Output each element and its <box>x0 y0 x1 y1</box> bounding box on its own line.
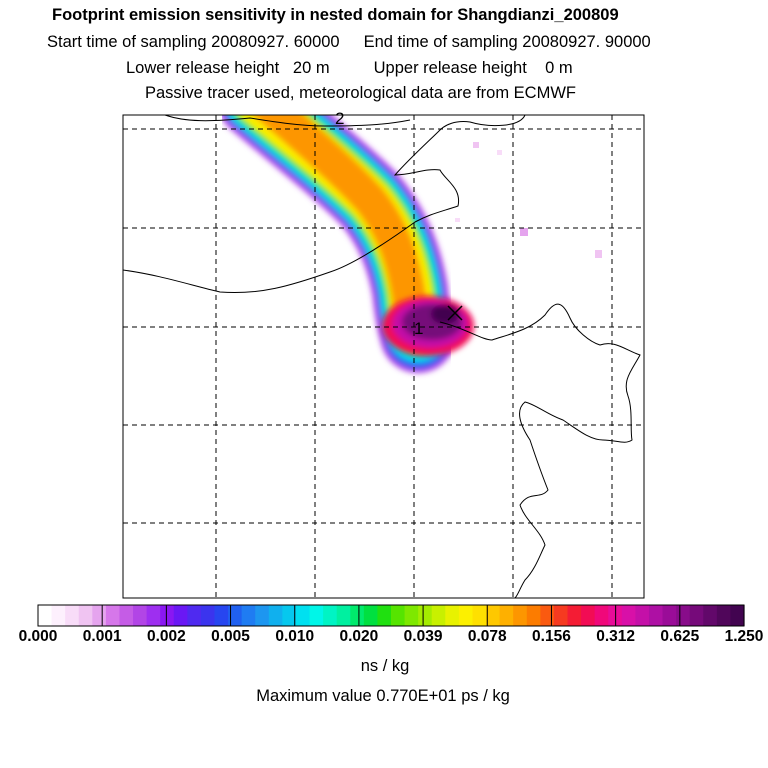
colorbar-swatch <box>404 605 419 626</box>
gridlines <box>123 115 644 598</box>
colorbar-swatch <box>689 605 704 626</box>
colorbar-swatch <box>323 605 338 626</box>
coastlines <box>123 115 641 598</box>
colorbar-swatch <box>78 605 93 626</box>
colorbar-swatch <box>716 605 732 626</box>
colorbar-swatch <box>295 605 311 626</box>
maximum-value: Maximum value 0.770E+01 ps / kg <box>256 687 510 705</box>
colorbar-swatch <box>458 605 474 626</box>
colorbar-tick-label: 0.156 <box>532 628 571 645</box>
colorbar-swatch <box>676 605 691 626</box>
colorbar-swatch <box>51 605 66 626</box>
hotspot <box>382 296 474 356</box>
colorbar-tick-label: 0.020 <box>339 628 379 645</box>
colorbar-swatch <box>499 605 514 626</box>
start-time: Start time of sampling 20080927. 60000 <box>47 33 340 51</box>
colorbar <box>38 605 745 626</box>
station-marker <box>447 305 463 321</box>
colorbar-swatch <box>200 605 216 626</box>
colorbar-swatch <box>133 605 148 626</box>
sampling-time-line: Start time of sampling 20080927. 60000 En… <box>47 33 651 52</box>
specks <box>455 142 602 258</box>
colorbar-swatch <box>418 605 433 626</box>
colorbar-swatch <box>363 605 379 626</box>
colorbar-swatch <box>92 605 107 626</box>
colorbar-tick-label: 0.039 <box>403 628 443 645</box>
colorbar-swatch <box>526 605 541 626</box>
colorbar-swatch <box>173 605 188 626</box>
colorbar-swatch <box>255 605 270 626</box>
colorbar-swatch <box>431 605 446 626</box>
colorbar-swatch <box>391 605 406 626</box>
colorbar-swatch <box>377 605 392 626</box>
colorbar-swatch <box>146 605 161 626</box>
colorbar-tick-label: 0.312 <box>596 628 636 645</box>
colorbar-unit: ns / kg <box>360 657 410 675</box>
colorbar-swatch <box>594 605 609 626</box>
colorbar-swatch <box>445 605 460 626</box>
colorbar-tick-label: 0.000 <box>18 628 58 645</box>
colorbar-tick-label: 0.625 <box>660 628 700 645</box>
colorbar-swatch <box>187 605 202 626</box>
colorbar-swatch <box>703 605 718 626</box>
colorbar-swatch <box>540 605 555 626</box>
colorbar-swatch <box>648 605 664 626</box>
colorbar-swatch <box>567 605 582 626</box>
colorbar-swatch <box>241 605 256 626</box>
colorbar-dividers <box>101 605 681 626</box>
release-height-line: Lower release height 20 m Upper release h… <box>126 59 573 78</box>
map-label-1: 1 <box>414 319 423 338</box>
lower-release-height: Lower release height 20 m <box>126 59 330 77</box>
colorbar-swatch <box>486 605 501 626</box>
colorbar-swatch <box>730 605 745 626</box>
colorbar-swatch <box>38 605 53 626</box>
plume-layer <box>220 115 602 373</box>
colorbar-swatch <box>553 605 569 626</box>
colorbar-swatch <box>350 605 365 626</box>
map-frame <box>122 114 645 599</box>
colorbar-swatch <box>105 605 121 626</box>
colorbar-tick-label: 0.002 <box>146 628 186 645</box>
colorbar-swatch <box>662 605 677 626</box>
colorbar-swatch <box>309 605 324 626</box>
colorbar-tick-label: 0.078 <box>467 628 507 645</box>
colorbar-swatch <box>513 605 528 626</box>
colorbar-swatch <box>119 605 134 626</box>
chart-title: Footprint emission sensitivity in nested… <box>52 6 619 24</box>
colorbar-swatch <box>228 605 243 626</box>
colorbar-swatch <box>581 605 596 626</box>
colorbar-frame <box>37 604 745 627</box>
colorbar-swatch <box>282 605 297 626</box>
colorbar-swatch <box>621 605 636 626</box>
colorbar-tick-label: 1.250 <box>724 628 764 645</box>
colorbar-swatch <box>336 605 351 626</box>
colorbar-swatch <box>65 605 80 626</box>
upper-release-height: Upper release height 0 m <box>373 59 573 77</box>
colorbar-swatch <box>268 605 283 626</box>
map-label-2: 2 <box>335 109 344 128</box>
colorbar-swatch <box>635 605 650 626</box>
colorbar-swatch <box>214 605 229 626</box>
colorbar-tick-label: 0.001 <box>82 628 122 645</box>
end-time: End time of sampling 20080927. 90000 <box>363 33 651 51</box>
colorbar-swatch <box>472 605 487 626</box>
colorbar-swatch <box>160 605 175 626</box>
colorbar-tick-label: 0.005 <box>211 628 250 645</box>
chart-note: Passive tracer used, meteorological data… <box>145 84 576 102</box>
colorbar-tick-label: 0.010 <box>275 628 315 645</box>
